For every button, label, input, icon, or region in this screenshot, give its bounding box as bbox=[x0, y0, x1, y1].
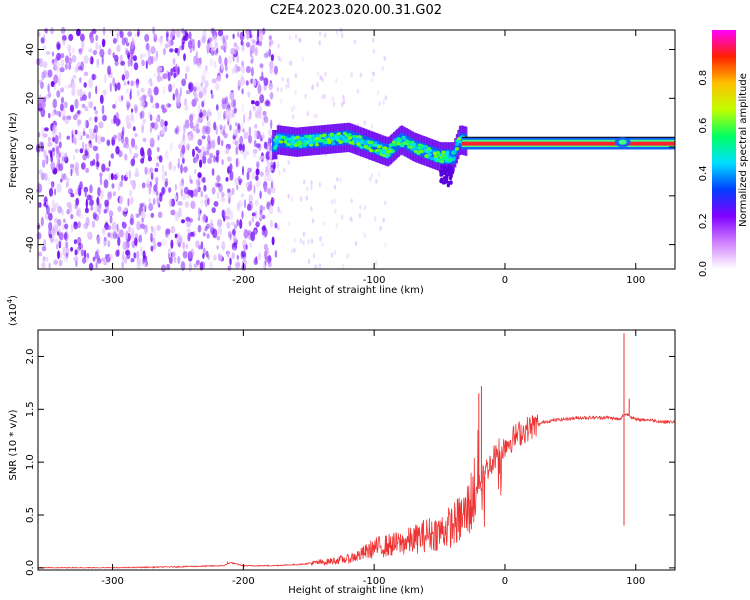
svg-text:0: 0 bbox=[25, 144, 36, 150]
spectrogram-x-ticks: -300 -200 -100 0 100 bbox=[101, 30, 645, 286]
colorbar-label: Normalized spectral amplitude bbox=[738, 73, 749, 227]
snr-plot-area bbox=[38, 330, 675, 570]
colorbar-ticks: 0.0 0.2 0.4 0.6 0.8 bbox=[698, 70, 709, 277]
svg-text:100: 100 bbox=[626, 576, 645, 587]
spectrogram-noise-region bbox=[35, 26, 388, 273]
spectrogram-frame bbox=[37, 29, 676, 270]
colorbar: 0.0 0.2 0.4 0.6 0.8 Normalized spectral ampl… bbox=[698, 30, 749, 277]
snr-x-axis-label: Height of straight line (km) bbox=[288, 585, 424, 596]
snr-frame bbox=[37, 329, 676, 571]
svg-text:-200: -200 bbox=[232, 576, 255, 587]
svg-text:1.5: 1.5 bbox=[25, 401, 36, 417]
svg-text:-100: -100 bbox=[363, 576, 386, 587]
svg-text:100: 100 bbox=[626, 275, 645, 286]
svg-text:-300: -300 bbox=[101, 275, 124, 286]
svg-text:0: 0 bbox=[502, 576, 508, 587]
figure-title: C2E4.2023.020.00.31.G02 bbox=[270, 3, 442, 18]
svg-text:0.8: 0.8 bbox=[698, 70, 709, 86]
snr-x-ticks: -300 -200 -100 0 100 bbox=[101, 330, 645, 587]
svg-text:0.0: 0.0 bbox=[25, 560, 36, 576]
svg-text:20: 20 bbox=[25, 92, 36, 105]
svg-text:0.4: 0.4 bbox=[698, 165, 709, 181]
svg-text:40: 40 bbox=[25, 43, 36, 56]
svg-text:0.6: 0.6 bbox=[698, 118, 709, 134]
svg-text:-40: -40 bbox=[25, 236, 36, 252]
spectrogram-y-axis-label: Frequency (Hz) bbox=[8, 112, 19, 188]
svg-text:0: 0 bbox=[502, 275, 508, 286]
snr-panel: -300 -200 -100 0 100 0.0 0.5 1.0 1.5 2.0 Height … bbox=[6, 295, 676, 596]
snr-y-axis-label: SNR (10 * v/v) bbox=[8, 409, 19, 480]
svg-text:-100: -100 bbox=[363, 275, 386, 286]
colorbar-gradient bbox=[712, 30, 736, 269]
svg-text:0.0: 0.0 bbox=[698, 261, 709, 277]
svg-text:2.0: 2.0 bbox=[25, 348, 36, 364]
spectrogram-x-axis-label: Height of straight line (km) bbox=[288, 285, 424, 296]
svg-text:-300: -300 bbox=[101, 576, 124, 587]
snr-y-ticks: 0.0 0.5 1.0 1.5 2.0 bbox=[25, 348, 675, 576]
svg-text:0.5: 0.5 bbox=[25, 507, 36, 523]
spectrogram-signal-band bbox=[272, 122, 675, 188]
snr-line bbox=[38, 333, 676, 569]
svg-text:-20: -20 bbox=[25, 188, 36, 204]
snr-y-scale-factor: (x104) bbox=[6, 295, 19, 326]
spectrogram-y-ticks: -40 -20 0 20 40 bbox=[25, 43, 675, 253]
svg-text:-200: -200 bbox=[232, 275, 255, 286]
svg-text:1.0: 1.0 bbox=[25, 454, 36, 470]
svg-text:0.2: 0.2 bbox=[698, 213, 709, 229]
